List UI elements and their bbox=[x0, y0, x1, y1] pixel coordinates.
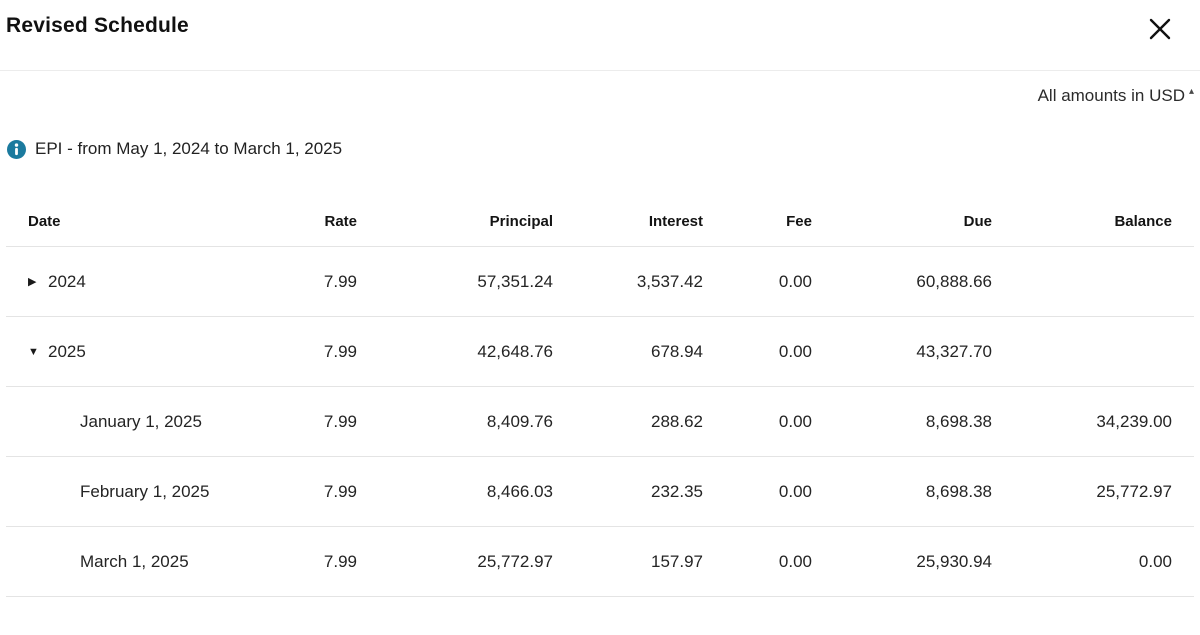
cell-balance: 34,239.00 bbox=[1096, 411, 1172, 431]
cell-date: January 1, 2025 bbox=[28, 412, 258, 432]
cell-fee: 0.00 bbox=[778, 411, 812, 431]
date-label: February 1, 2025 bbox=[80, 481, 210, 501]
cell-principal: 8,409.76 bbox=[486, 411, 553, 431]
expand-caret-icon[interactable]: ▶ bbox=[28, 276, 37, 288]
info-icon bbox=[7, 139, 26, 159]
column-header-due: Due bbox=[963, 213, 992, 230]
cell-interest: 232.35 bbox=[651, 481, 703, 501]
cell-rate: 7.99 bbox=[323, 271, 357, 291]
cell-due: 43,327.70 bbox=[916, 341, 992, 361]
cell-rate: 7.99 bbox=[323, 411, 357, 431]
footnote-marker-icon: ▴ bbox=[1188, 86, 1194, 97]
cell-principal: 25,772.97 bbox=[477, 551, 553, 571]
table-row[interactable]: ▼ 2025 7.99 42,648.76 678.94 0.00 43,327… bbox=[6, 317, 1194, 387]
cell-rate: 7.99 bbox=[323, 551, 357, 571]
date-label: 2024 bbox=[48, 271, 86, 291]
cell-due: 25,930.94 bbox=[916, 551, 992, 571]
cell-interest: 678.94 bbox=[651, 341, 703, 361]
cell-interest: 3,537.42 bbox=[636, 271, 703, 291]
cell-interest: 157.97 bbox=[651, 551, 703, 571]
cell-fee: 0.00 bbox=[778, 341, 812, 361]
cell-due: 8,698.38 bbox=[925, 411, 992, 431]
amounts-note-text: All amounts in USD bbox=[1037, 86, 1185, 105]
cell-date: ▶ 2024 bbox=[28, 272, 258, 292]
table-row[interactable]: ▶ 2024 7.99 57,351.24 3,537.42 0.00 60,8… bbox=[6, 247, 1194, 317]
page-title: Revised Schedule bbox=[6, 14, 189, 37]
cell-due: 60,888.66 bbox=[916, 271, 992, 291]
cell-principal: 8,466.03 bbox=[486, 481, 553, 501]
column-header-principal: Principal bbox=[489, 213, 553, 230]
table-row: March 1, 2025 7.99 25,772.97 157.97 0.00… bbox=[6, 527, 1194, 597]
schedule-info-row: EPI - from May 1, 2024 to March 1, 2025 bbox=[7, 139, 1200, 159]
cell-rate: 7.99 bbox=[323, 341, 357, 361]
cell-fee: 0.00 bbox=[778, 271, 812, 291]
column-header-fee: Fee bbox=[786, 213, 812, 230]
column-header-balance: Balance bbox=[1114, 213, 1172, 230]
cell-balance: 0.00 bbox=[1138, 551, 1172, 571]
date-label: January 1, 2025 bbox=[80, 411, 202, 431]
date-label: March 1, 2025 bbox=[80, 551, 189, 571]
cell-due: 8,698.38 bbox=[925, 481, 992, 501]
schedule-info-text: EPI - from May 1, 2024 to March 1, 2025 bbox=[35, 139, 343, 158]
cell-principal: 42,648.76 bbox=[477, 341, 553, 361]
table-body: ▶ 2024 7.99 57,351.24 3,537.42 0.00 60,8… bbox=[6, 247, 1194, 597]
cell-fee: 0.00 bbox=[778, 551, 812, 571]
schedule-table: Date Rate Principal Interest Fee Due Bal… bbox=[6, 197, 1194, 597]
column-header-date: Date bbox=[28, 213, 61, 230]
modal-header: Revised Schedule bbox=[0, 0, 1200, 71]
cell-date: March 1, 2025 bbox=[28, 552, 258, 572]
cell-interest: 288.62 bbox=[651, 411, 703, 431]
close-button[interactable] bbox=[1146, 15, 1174, 43]
amounts-note: All amounts in USD ▴ bbox=[0, 86, 1200, 106]
cell-date: February 1, 2025 bbox=[28, 482, 258, 502]
cell-fee: 0.00 bbox=[778, 481, 812, 501]
date-label: 2025 bbox=[48, 341, 86, 361]
cell-principal: 57,351.24 bbox=[477, 271, 553, 291]
close-icon bbox=[1149, 18, 1171, 40]
column-header-rate: Rate bbox=[324, 213, 357, 230]
table-header-row: Date Rate Principal Interest Fee Due Bal… bbox=[6, 197, 1194, 247]
collapse-caret-icon[interactable]: ▼ bbox=[28, 345, 39, 358]
table-row: February 1, 2025 7.99 8,466.03 232.35 0.… bbox=[6, 457, 1194, 527]
cell-balance: 25,772.97 bbox=[1096, 481, 1172, 501]
cell-rate: 7.99 bbox=[323, 481, 357, 501]
column-header-interest: Interest bbox=[648, 213, 703, 230]
table-row: January 1, 2025 7.99 8,409.76 288.62 0.0… bbox=[6, 387, 1194, 457]
cell-date: ▼ 2025 bbox=[28, 342, 258, 362]
